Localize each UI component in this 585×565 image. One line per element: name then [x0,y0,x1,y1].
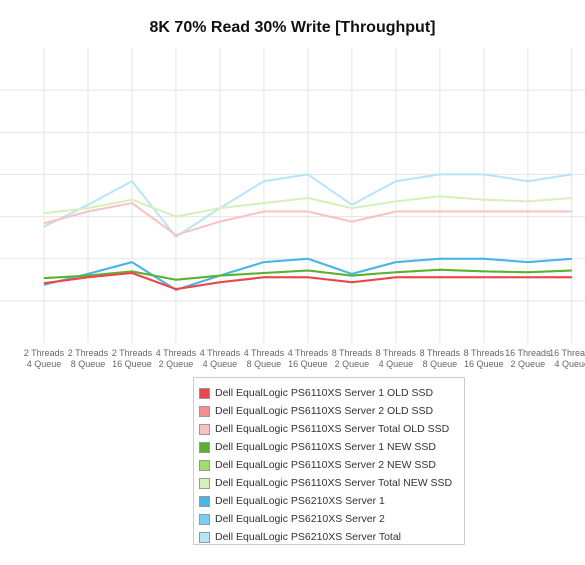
x-tick-label-0-1: 4 Queue [27,359,62,369]
legend-item-6[interactable]: Dell EqualLogic PS6210XS Server 1 [199,492,464,510]
x-tick-label-12-1: 4 Queue [555,359,585,369]
legend-item-8[interactable]: Dell EqualLogic PS6210XS Server Total [199,528,464,546]
x-tick-label-11-1: 2 Queue [511,359,546,369]
x-tick-label-10-0: 8 Threads [464,348,505,358]
x-tick-label-4-1: 4 Queue [203,359,238,369]
legend-item-1[interactable]: Dell EqualLogic PS6110XS Server 2 OLD SS… [199,402,464,420]
legend-label-4: Dell EqualLogic PS6110XS Server 2 NEW SS… [215,459,436,471]
legend-label-3: Dell EqualLogic PS6110XS Server 1 NEW SS… [215,441,436,453]
x-tick-label-2-0: 2 Threads [112,348,153,358]
grid-layer [0,48,585,343]
legend-swatch-6 [199,495,210,507]
legend-swatch-3 [199,441,210,453]
legend-item-0[interactable]: Dell EqualLogic PS6110XS Server 1 OLD SS… [199,384,464,402]
series-line-0 [43,272,572,291]
x-tick-label-12-0: 16 Threads [549,348,585,358]
x-tick-label-10-1: 16 Queue [464,359,504,369]
x-tick-label-5-1: 8 Queue [247,359,282,369]
legend-swatch-8 [199,531,210,543]
x-tick-label-5-0: 4 Threads [244,348,285,358]
series-layer [43,173,572,291]
series-line-6 [43,257,572,291]
x-tick-label-9-1: 8 Queue [423,359,458,369]
legend-label-1: Dell EqualLogic PS6110XS Server 2 OLD SS… [215,405,434,417]
x-tick-label-8-0: 8 Threads [376,348,417,358]
legend-item-7[interactable]: Dell EqualLogic PS6210XS Server 2 [199,510,464,528]
legend-item-4[interactable]: Dell EqualLogic PS6110XS Server 2 NEW SS… [199,456,464,474]
legend-label-2: Dell EqualLogic PS6110XS Server Total OL… [215,423,450,435]
chart-title: 8K 70% Read 30% Write [Throughput] [149,19,436,36]
x-tick-label-3-1: 2 Queue [159,359,194,369]
series-line-3 [43,268,572,281]
x-tick-label-7-0: 8 Threads [332,348,373,358]
x-tick-label-6-0: 4 Threads [288,348,329,358]
legend-item-2[interactable]: Dell EqualLogic PS6110XS Server Total OL… [199,420,464,438]
series-line-2 [43,202,572,237]
x-tick-label-0-0: 2 Threads [24,348,65,358]
x-tick-label-1-0: 2 Threads [68,348,109,358]
legend-label-6: Dell EqualLogic PS6210XS Server 1 [215,495,385,507]
legend-label-5: Dell EqualLogic PS6110XS Server Total NE… [215,477,453,489]
legend-swatch-7 [199,513,210,525]
x-tick-label-6-1: 16 Queue [288,359,328,369]
legend-label-7: Dell EqualLogic PS6210XS Server 2 [215,513,385,525]
x-tick-label-11-0: 16 Threads [505,348,551,358]
legend-label-0: Dell EqualLogic PS6110XS Server 1 OLD SS… [215,387,434,399]
x-tick-label-2-1: 16 Queue [112,359,152,369]
x-tick-label-9-0: 8 Threads [420,348,461,358]
legend-swatch-2 [199,423,210,435]
x-tick-label-7-1: 2 Queue [335,359,370,369]
legend-item-5[interactable]: Dell EqualLogic PS6110XS Server Total NE… [199,474,464,492]
legend: Dell EqualLogic PS6110XS Server 1 OLD SS… [193,377,465,545]
x-tick-label-4-0: 4 Threads [200,348,241,358]
series-line-8 [43,173,572,238]
x-tick-label-1-1: 8 Queue [71,359,106,369]
legend-item-3[interactable]: Dell EqualLogic PS6110XS Server 1 NEW SS… [199,438,464,456]
legend-swatch-4 [199,459,210,471]
legend-swatch-5 [199,477,210,489]
legend-label-8: Dell EqualLogic PS6210XS Server Total [215,531,402,543]
series-line-5 [43,195,572,218]
legend-swatch-1 [199,405,210,417]
x-tick-label-8-1: 4 Queue [379,359,414,369]
legend-swatch-0 [199,387,210,399]
x-tick-label-3-0: 4 Threads [156,348,197,358]
